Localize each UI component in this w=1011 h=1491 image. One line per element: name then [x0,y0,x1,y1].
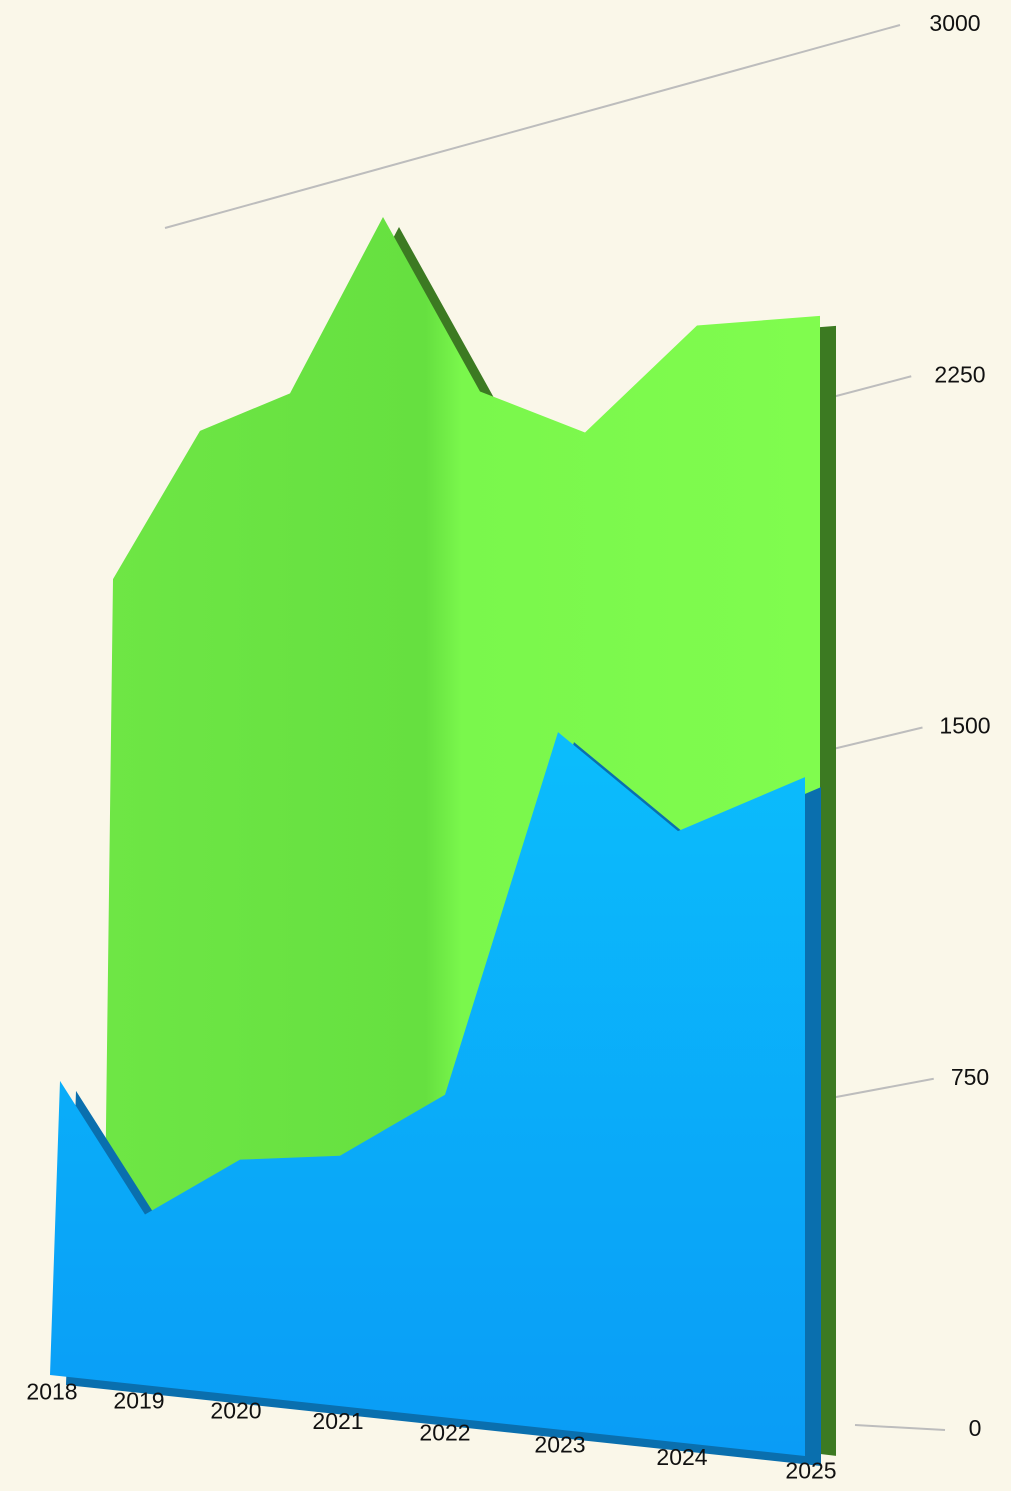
plot [50,216,836,1466]
x-tick-label: 2020 [210,1398,261,1424]
x-tick-label: 2022 [419,1419,470,1445]
x-tick-label: 2025 [785,1458,836,1484]
x-tick-label: 2023 [534,1431,585,1457]
x-tick-label: 2018 [26,1378,77,1404]
x-tick-label: 2024 [656,1444,707,1470]
x-tick-label: 2019 [113,1387,164,1413]
labels: 0 750 1500 2250 3000 2018 2019 2020 2021 2022 2023… [26,10,990,1484]
grid-line [854,1424,946,1431]
grid-line [164,24,901,229]
y-tick-label: 750 [951,1064,989,1090]
y-tick-label: 2250 [934,361,985,387]
y-tick-label: 0 [969,1415,982,1441]
x-tick-label: 2021 [312,1408,363,1434]
area [50,732,805,1456]
y-tick-label: 3000 [929,10,980,36]
y-tick-label: 1500 [939,713,990,739]
